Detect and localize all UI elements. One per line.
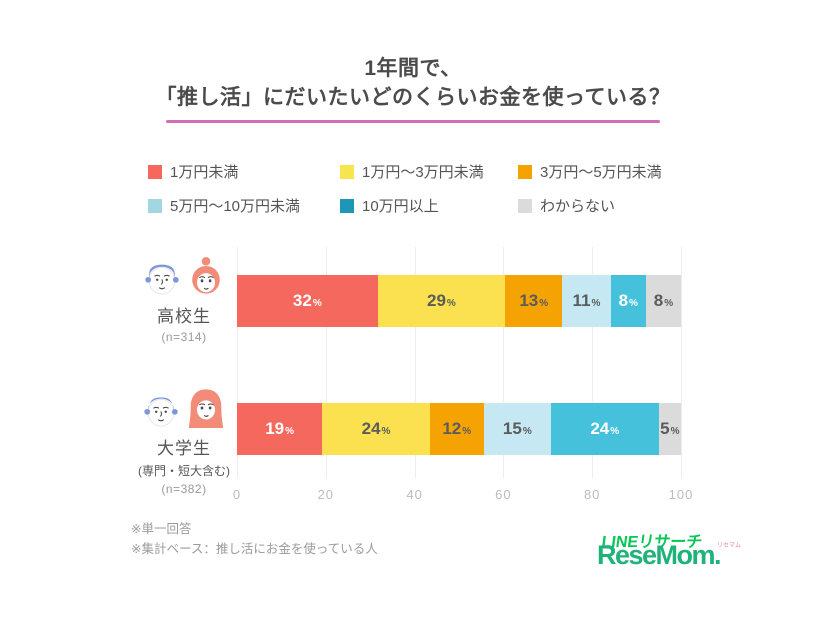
- male-student-icon: [144, 397, 178, 427]
- chart-title-line1: 1年間で、: [364, 57, 462, 80]
- segment-value-suffix: %: [462, 425, 472, 437]
- bar-segment: 8%: [610, 275, 646, 327]
- category-sublabel: (専門・短大含む): [138, 464, 230, 478]
- bar-segment: 24%: [322, 403, 430, 455]
- legend-swatch: [340, 164, 354, 179]
- gridline: [325, 247, 327, 478]
- segment-value: 32: [292, 291, 312, 310]
- segment-value-suffix: %: [312, 297, 322, 309]
- sample-size: (n=314): [161, 330, 207, 344]
- segment-value: 12: [442, 419, 462, 438]
- gridline: [237, 247, 238, 478]
- x-axis-tick-label: 80: [583, 487, 601, 502]
- highschool-icons: [128, 251, 240, 299]
- segment-value-suffix: %: [629, 297, 638, 309]
- segment-value: 15: [502, 419, 522, 438]
- category-name: 大学生: [157, 439, 211, 458]
- x-axis-tick-label: 40: [406, 487, 423, 502]
- gridline: [503, 247, 505, 478]
- footnotes: ※単一回答 ※集計ベース：推し活にお金を使っている人: [131, 519, 378, 559]
- legend-label: 1万円～3万円未満: [362, 164, 484, 181]
- category-label-university: 大学生 (専門・短大含む) (n=382): [128, 383, 240, 496]
- segment-value: 13: [519, 291, 539, 310]
- legend-label: 3万円～5万円未満: [540, 164, 662, 181]
- legend-item: 10万円以上: [340, 195, 518, 216]
- segment-value-suffix: %: [539, 297, 549, 309]
- x-axis-tick-label: 0: [232, 487, 242, 502]
- legend-label: 5万円～10万円未満: [170, 198, 301, 215]
- gridline: [414, 247, 416, 478]
- segment-value: 29: [427, 291, 446, 310]
- category-label-highschool: 高校生 (n=314): [128, 251, 240, 344]
- bar-segment: 19%: [237, 403, 323, 455]
- plot-area: 32% 29% 13% 11% 8% 8% 19% 24% 12% 15% 24% 5%: [237, 247, 682, 478]
- legend: 1万円未満 1万円～3万円未満 3万円～5万円未満 5万円～10万円未満 10万円以上 わ…: [148, 161, 662, 216]
- male-student-icon: [145, 264, 179, 295]
- segment-value: 24: [361, 419, 381, 438]
- female-student-icon: [188, 389, 224, 429]
- stacked-bar-university: 19% 24% 12% 15% 24% 5%: [237, 403, 681, 455]
- legend-swatch: [518, 164, 532, 179]
- bar-segment: 32%: [237, 275, 378, 327]
- segment-value: 19: [265, 419, 285, 438]
- gridline: [592, 247, 594, 478]
- bar-segment: 24%: [550, 403, 659, 455]
- legend-label: 1万円未満: [170, 164, 239, 181]
- university-icons: [128, 383, 240, 431]
- legend-item: 5万円～10万円未満: [148, 195, 340, 216]
- legend-item: 3万円～5万円未満: [518, 161, 662, 182]
- segment-value-suffix: %: [670, 425, 680, 437]
- legend-swatch: [148, 198, 162, 213]
- segment-value-suffix: %: [591, 297, 601, 309]
- title-underline: [166, 119, 660, 123]
- bar-segment: 15%: [483, 403, 551, 455]
- gridline: [681, 247, 682, 478]
- legend-label: 10万円以上: [362, 198, 439, 215]
- x-axis-tick-label: 20: [317, 487, 335, 502]
- brand-logos: LINEリサーチ ReseMom. リセマム: [597, 528, 741, 580]
- segment-value-suffix: %: [522, 425, 532, 437]
- segment-value: 8: [618, 291, 629, 310]
- segment-value: 24: [590, 419, 610, 438]
- legend-swatch: [518, 198, 532, 213]
- segment-value-suffix: %: [381, 425, 391, 437]
- segment-value: 5: [660, 419, 670, 438]
- segment-value: 8: [653, 291, 664, 310]
- bar-segment: 11%: [562, 275, 611, 327]
- footnote-line: ※単一回答: [131, 522, 192, 536]
- bar-segment: 12%: [429, 403, 484, 455]
- legend-swatch: [148, 164, 162, 179]
- resemom-logo: ReseMom.: [597, 540, 722, 570]
- bar-segment: 29%: [377, 275, 506, 327]
- legend-swatch: [340, 198, 354, 213]
- bar-segment: 5%: [658, 403, 681, 455]
- x-axis-tick-label: 100: [668, 487, 694, 502]
- category-name: 高校生: [157, 307, 211, 326]
- x-axis-tick-label: 60: [495, 487, 512, 502]
- segment-value-suffix: %: [664, 297, 674, 309]
- legend-item: わからない: [518, 195, 662, 216]
- segment-value-suffix: %: [285, 425, 295, 437]
- sample-size: (n=382): [161, 482, 207, 496]
- stacked-bar-highschool: 32% 29% 13% 11% 8% 8%: [237, 275, 682, 327]
- female-student-icon: [192, 256, 220, 294]
- segment-value: 11: [572, 291, 591, 310]
- footnote-line: ※集計ベース：推し活にお金を使っている人: [131, 542, 378, 556]
- chart-title-line2: 「推し活」にだいたいどのくらいお金を使っている？: [155, 86, 671, 110]
- legend-label: わからない: [540, 198, 616, 215]
- bar-segment: 13%: [505, 275, 563, 327]
- x-axis: 0 20 40 60 80 100: [233, 487, 692, 503]
- segment-value-suffix: %: [610, 425, 620, 437]
- segment-value-suffix: %: [446, 297, 456, 309]
- chart-title: 1年間で、 「推し活」にだいたいどのくらいお金を使っている？: [0, 54, 826, 123]
- resemom-ruby-text: リセマム: [716, 543, 741, 549]
- bar-segment: 8%: [645, 275, 682, 327]
- legend-item: 1万円未満: [148, 161, 340, 182]
- legend-item: 1万円～3万円未満: [340, 161, 518, 182]
